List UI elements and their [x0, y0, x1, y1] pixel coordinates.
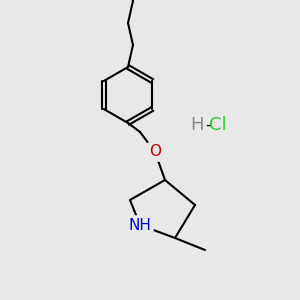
Text: O: O: [149, 145, 161, 160]
Text: H: H: [190, 116, 204, 134]
Text: Cl: Cl: [209, 116, 227, 134]
Text: -: -: [205, 116, 211, 134]
Text: NH: NH: [129, 218, 152, 232]
